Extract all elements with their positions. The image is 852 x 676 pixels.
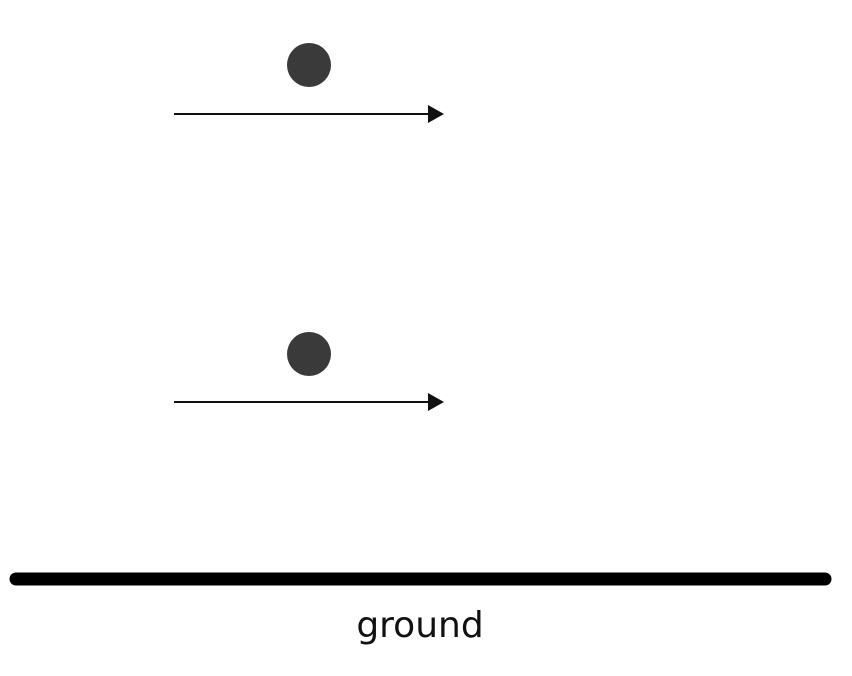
upper-ball [287, 43, 331, 87]
ground-label: ground [356, 605, 483, 646]
lower-velocity-arrow [174, 393, 444, 411]
lower-ball [287, 332, 331, 376]
upper-velocity-arrow [174, 105, 444, 123]
